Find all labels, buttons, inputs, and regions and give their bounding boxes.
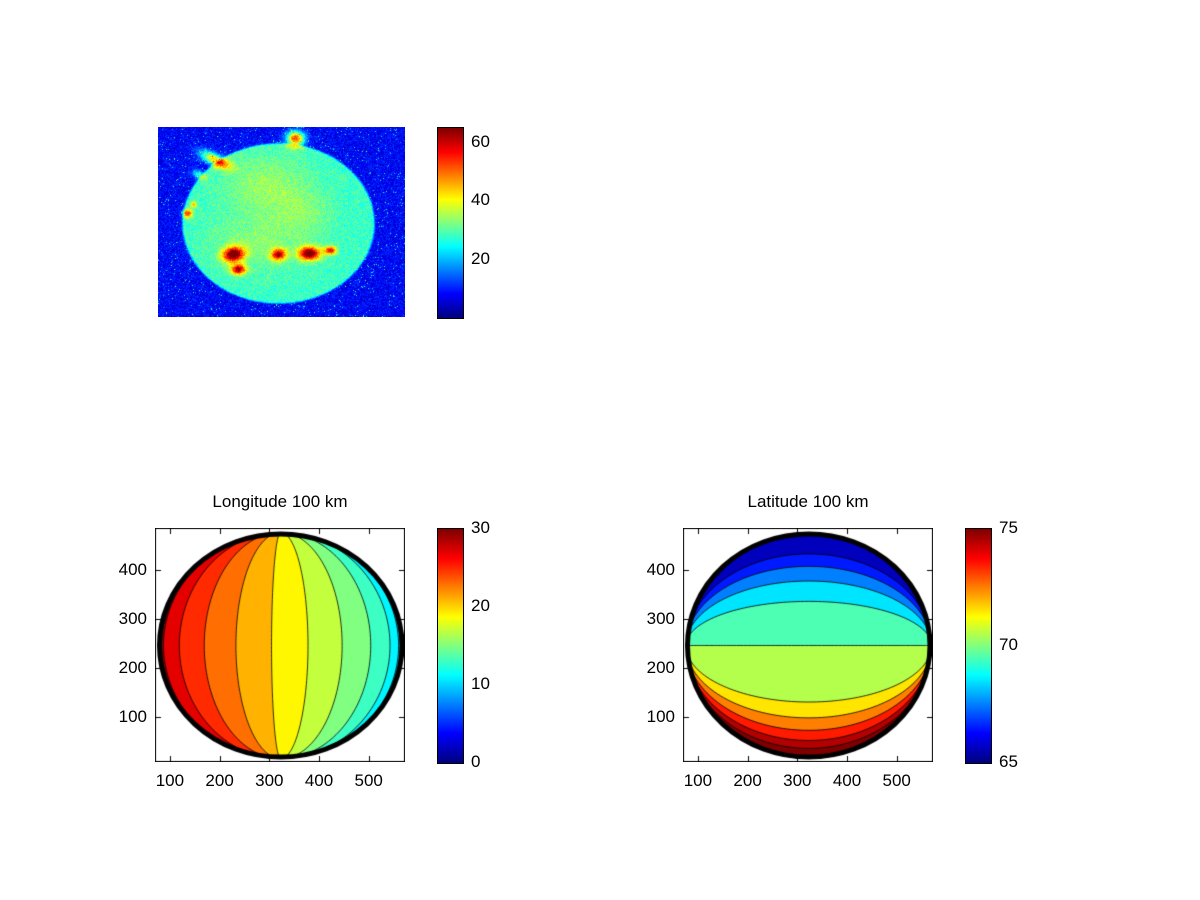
x-tick-label: 200 <box>733 771 762 790</box>
latitude-plot-title: Latitude 100 km <box>747 492 869 511</box>
y-tick-label: 400 <box>118 560 147 580</box>
latitude-contour-plot <box>683 528 933 762</box>
x-tick-label: 300 <box>783 771 812 790</box>
x-tick-label: 400 <box>832 771 862 790</box>
colorbar-tick-label: 70 <box>999 635 1018 654</box>
longitude-contour-plot <box>155 528 405 762</box>
solar-disk-heatmap-image <box>158 127 405 317</box>
colorbar-tick-label: 30 <box>471 518 490 537</box>
image-colorbar <box>437 127 464 319</box>
colorbar-tick-label: 40 <box>471 190 490 210</box>
latitude-colorbar <box>965 528 992 764</box>
colorbar-tick-label: 0 <box>471 752 481 771</box>
colorbar-tick-label: 10 <box>471 674 490 693</box>
colorbar-tick-label: 20 <box>471 248 490 268</box>
x-tick-label: 500 <box>882 771 911 790</box>
x-tick-label: 300 <box>255 771 284 790</box>
y-tick-label: 200 <box>646 658 675 677</box>
x-tick-label: 100 <box>683 771 713 790</box>
y-tick-label: 300 <box>118 609 147 629</box>
x-tick-label: 400 <box>304 771 334 790</box>
y-tick-label: 200 <box>118 658 147 677</box>
longitude-colorbar <box>437 528 464 764</box>
y-tick-label: 400 <box>646 560 675 580</box>
y-tick-label: 100 <box>646 706 675 726</box>
colorbar-tick-label: 65 <box>999 752 1018 771</box>
colorbar-tick-label: 75 <box>999 518 1018 537</box>
x-tick-label: 100 <box>155 771 185 790</box>
longitude-plot-title: Longitude 100 km <box>212 492 348 511</box>
colorbar-tick-label: 20 <box>471 596 490 615</box>
x-tick-label: 500 <box>354 771 383 790</box>
y-tick-label: 300 <box>646 609 675 629</box>
y-tick-label: 100 <box>118 706 147 726</box>
x-tick-label: 200 <box>205 771 234 790</box>
colorbar-tick-label: 60 <box>471 131 490 151</box>
